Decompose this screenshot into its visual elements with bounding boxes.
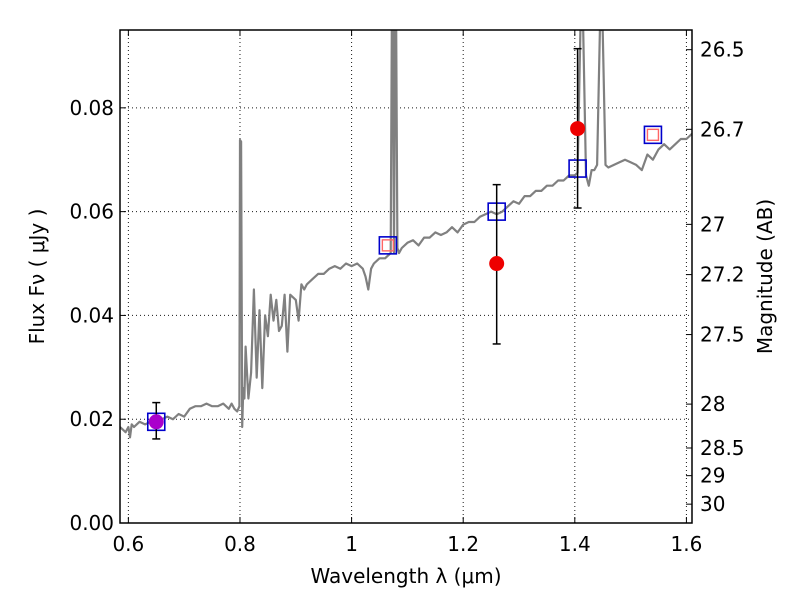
x-tick-label: 1.4 <box>559 532 591 556</box>
y2-tick-label: 30 <box>700 492 725 516</box>
detection-flux-point <box>148 414 164 430</box>
y-tick-label: 0.04 <box>69 303 114 327</box>
marker-layer <box>146 47 663 440</box>
y-tick-label: 0.02 <box>69 407 114 431</box>
x-axis-title: Wavelength λ (μm) <box>310 564 501 588</box>
observed-flux-point <box>570 121 586 137</box>
y2-axis-title: Magnitude (AB) <box>753 199 777 354</box>
y2-tick-label: 28 <box>700 392 725 416</box>
y2-tick-label: 27.2 <box>700 263 745 287</box>
y2-tick-label: 27 <box>700 212 725 236</box>
observed-flux-point <box>489 256 505 272</box>
tick-layer: 0.6 0.8 1 1.2 1.4 1.6 0.00 0.02 0.04 0.06 0.08 26.5… <box>69 30 745 556</box>
model-flux-square <box>378 236 398 255</box>
x-tick-label: 1.2 <box>447 532 479 556</box>
y-tick-label: 0.08 <box>69 96 114 120</box>
model-flux-inner-square <box>381 239 395 252</box>
sed-model-line <box>120 30 692 439</box>
x-tick-label: 1 <box>345 532 358 556</box>
x-tick-label: 0.8 <box>224 532 256 556</box>
x-tick-label: 0.6 <box>112 532 144 556</box>
model-flux-inner-square <box>646 128 660 142</box>
grid-layer <box>120 30 692 523</box>
x-tick-label: 1.6 <box>671 532 703 556</box>
y2-tick-label: 29 <box>700 464 725 488</box>
y-axis-title: Flux Fν ( μJy ) <box>25 209 49 345</box>
y2-tick-label: 28.5 <box>700 436 745 460</box>
y-tick-label: 0.06 <box>69 200 114 224</box>
y2-tick-label: 27.5 <box>700 323 745 347</box>
model-flux-square <box>643 125 663 145</box>
y2-tick-label: 26.5 <box>700 38 745 62</box>
y2-tick-label: 26.7 <box>700 117 745 141</box>
y-tick-label: 0.00 <box>69 511 114 535</box>
plot-frame <box>119 29 693 524</box>
sed-layer <box>120 30 692 439</box>
